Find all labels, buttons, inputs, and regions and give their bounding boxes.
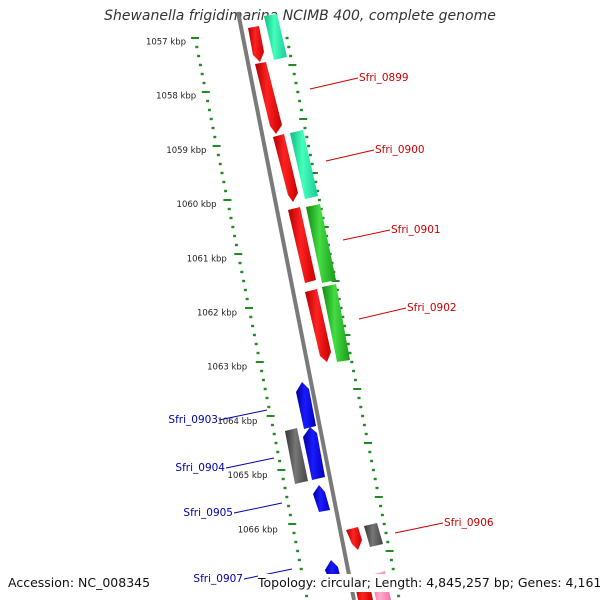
gene-arrow-red[interactable]: [346, 527, 362, 550]
genome-backbone: [236, 11, 356, 600]
gene-label[interactable]: Sfri_0907: [193, 573, 243, 585]
leader-line-forward: [342, 229, 391, 241]
gene-arrow-red[interactable]: [248, 26, 264, 62]
gene-label[interactable]: Sfri_0905: [183, 507, 233, 519]
gene-labels: Sfri_0899 Sfri_0900 Sfri_0901 Sfri_0902 …: [168, 72, 493, 585]
gene-arrow-gray[interactable]: [285, 428, 308, 484]
gene-arrow-blue[interactable]: [296, 382, 316, 429]
gene-arrow-teal[interactable]: [264, 14, 287, 60]
genome-title: Shewanella frigidimarina NCIMB 400, comp…: [104, 8, 496, 24]
genome-summary-text: Topology: circular; Length: 4,845,257 bp…: [258, 574, 600, 592]
gene-arrow-gray[interactable]: [364, 523, 383, 547]
ruler-labels: 1057 kbp 1058 kbp 1059 kbp 1060 kbp 1061 kbp…: [146, 38, 278, 536]
leader-line-reverse: [233, 502, 283, 514]
ruler-label: 1060 kbp: [177, 200, 217, 210]
gene-label[interactable]: Sfri_0900: [375, 144, 425, 156]
label-leader-lines: [218, 77, 444, 580]
gene-arrow-red[interactable]: [288, 207, 316, 283]
ruler-label: 1066 kbp: [238, 525, 278, 535]
gene-arrow-blue[interactable]: [313, 485, 330, 512]
ruler-track: [191, 36, 401, 598]
ruler-label: 1061 kbp: [187, 254, 227, 264]
ruler-label: 1058 kbp: [156, 92, 196, 102]
gene-label[interactable]: Sfri_0903: [168, 414, 218, 426]
ruler-label: 1057 kbp: [146, 38, 186, 48]
ruler-label: 1065 kbp: [228, 471, 268, 481]
gene-arrow-green[interactable]: [306, 204, 336, 283]
leader-line-forward: [394, 522, 444, 534]
ruler-label: 1063 kbp: [207, 363, 247, 373]
leader-line-reverse: [218, 409, 268, 421]
leader-line-forward: [358, 307, 407, 320]
ruler-label: 1064 kbp: [217, 417, 257, 427]
gene-arrow-red[interactable]: [305, 289, 331, 362]
gene-features: [248, 14, 391, 600]
leader-line-forward: [325, 149, 375, 162]
gene-label[interactable]: Sfri_0906: [444, 517, 494, 529]
gene-arrow-red[interactable]: [255, 62, 282, 134]
ruler-label: 1062 kbp: [197, 309, 237, 319]
gene-label[interactable]: Sfri_0899: [359, 72, 409, 84]
gene-label[interactable]: Sfri_0904: [175, 462, 225, 474]
gene-label[interactable]: Sfri_0901: [391, 224, 441, 236]
leader-line-forward: [309, 77, 359, 90]
gene-arrow-teal[interactable]: [290, 130, 318, 199]
gene-arrow-green[interactable]: [322, 284, 350, 362]
gene-arrow-blue[interactable]: [303, 427, 325, 480]
accession-text: Accession: NC_008345: [8, 574, 151, 592]
gene-arrow-red[interactable]: [273, 134, 298, 202]
leader-line-reverse: [225, 457, 275, 469]
ruler-label: 1059 kbp: [166, 146, 206, 156]
gene-label[interactable]: Sfri_0902: [407, 302, 457, 314]
